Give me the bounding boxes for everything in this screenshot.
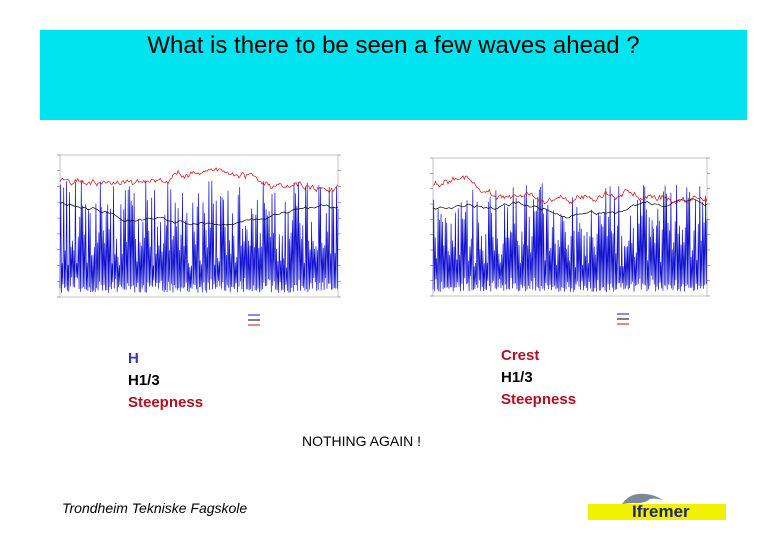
left-legend-steepness: Steepness: [128, 394, 204, 411]
right-time-series-plot: [415, 148, 735, 338]
h13-series: [59, 202, 339, 226]
title-band: What is there to be seen a few waves ahe…: [40, 30, 747, 120]
left-legend-h: H: [128, 350, 139, 367]
right-legend: Crest H1/3 Steepness: [501, 345, 576, 411]
right-legend-crest: Crest: [501, 347, 540, 364]
slide-title: What is there to be seen a few waves ahe…: [147, 32, 640, 59]
message-text: NOTHING AGAIN !: [302, 433, 422, 449]
steepness-series: [59, 167, 339, 194]
wave-series: [432, 183, 708, 293]
logo-text: Ifremer: [632, 502, 690, 521]
right-legend-h13: H1/3: [501, 369, 533, 386]
dolphin-icon: [622, 493, 662, 504]
h13-series: [432, 198, 708, 219]
left-legend-h13: H1/3: [128, 372, 160, 389]
right-legend-steepness: Steepness: [501, 391, 577, 408]
left-legend: H H1/3 Steepness: [128, 348, 203, 414]
logo-bar: [588, 504, 726, 520]
wave-series: [59, 180, 339, 293]
institution-name: Trondheim Tekniske Fagskole: [62, 500, 248, 516]
ifremer-logo: Ifremer: [588, 490, 728, 522]
left-time-series-plot: [38, 140, 358, 335]
steepness-series: [432, 175, 708, 205]
